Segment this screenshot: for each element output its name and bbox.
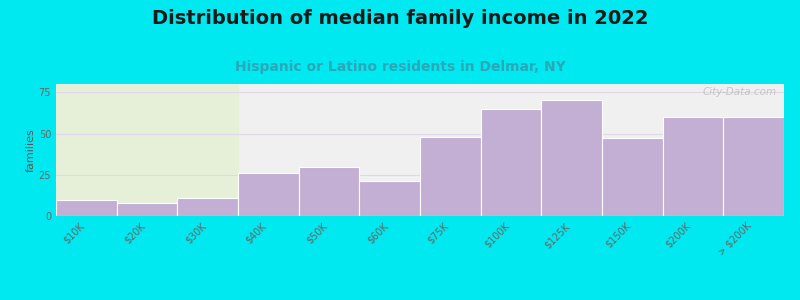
Bar (420, 137, 481, 216)
Bar (359, 181, 420, 216)
Bar (542, 100, 602, 216)
Bar (481, 109, 542, 216)
Text: Hispanic or Latino residents in Delmar, NY: Hispanic or Latino residents in Delmar, … (234, 60, 566, 74)
Y-axis label: families: families (26, 128, 36, 172)
Text: City-Data.com: City-Data.com (702, 87, 777, 97)
Bar (662, 117, 723, 216)
Bar (723, 117, 784, 216)
Bar (298, 167, 359, 216)
Bar (117, 203, 178, 216)
Bar (56, 200, 117, 216)
Text: Distribution of median family income in 2022: Distribution of median family income in … (152, 9, 648, 28)
Bar (178, 198, 238, 216)
Bar (238, 173, 298, 216)
Bar (602, 138, 662, 216)
Bar (56, 84, 238, 216)
